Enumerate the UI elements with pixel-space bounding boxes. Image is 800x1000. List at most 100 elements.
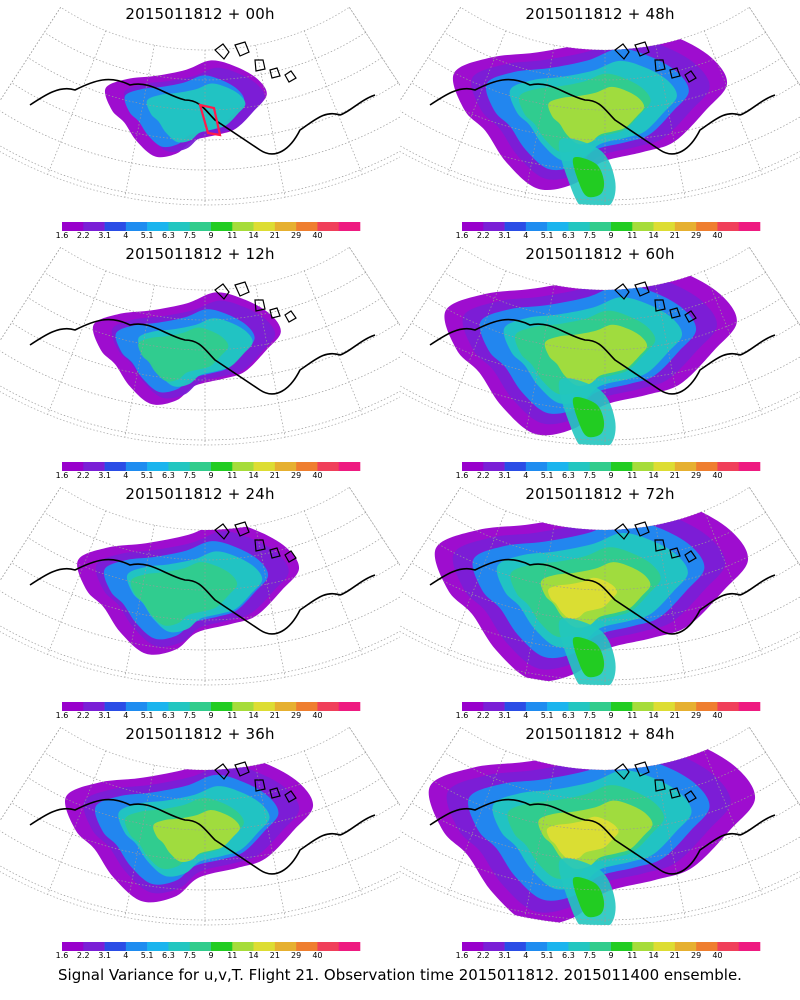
colorbar-tick-label: 14 [248, 711, 259, 720]
latlon-grid [400, 487, 800, 685]
colorbar-swatch [462, 942, 484, 951]
variance-field [77, 521, 300, 655]
colorbar-tick-label: 3.1 [98, 711, 111, 720]
meridian-line [749, 727, 800, 806]
colorbar-tick-label: 6.3 [162, 951, 175, 960]
colorbar-tick-label: 5.1 [540, 951, 554, 960]
variance-contour [548, 86, 645, 145]
variance-map [0, 6, 400, 231]
colorbar-tick-label: 1.6 [455, 231, 469, 240]
colorbar-swatch [547, 462, 569, 471]
colorbar-tick-label: 1.6 [455, 471, 469, 480]
colorbar-swatch [232, 942, 254, 951]
arctic-islands [614, 281, 697, 323]
colorbar-tick-label: 7.5 [583, 951, 597, 960]
colorbar-tick-label: 7.5 [183, 231, 197, 240]
meridian-line [349, 487, 400, 566]
latitude-line [11, 322, 399, 381]
colorbar-tick-label: 11 [227, 711, 238, 720]
colorbar-swatch [674, 942, 697, 951]
colorbar [62, 942, 361, 951]
colorbar-swatch [274, 222, 297, 231]
colorbar-tick-labels: 1.6 2.2 3.1 4 5.1 6.3 7.5 9 11 14 21 29 40 [0, 711, 400, 721]
panel-title: 2015011812 + 48h [525, 5, 675, 23]
colorbar-swatch [611, 942, 633, 951]
meridian-line [0, 7, 61, 102]
colorbar-swatch [189, 942, 212, 951]
colorbar-swatch [462, 462, 484, 471]
coastline [429, 798, 776, 875]
colorbar-swatch [232, 462, 254, 471]
colorbar-swatch [211, 702, 233, 711]
colorbar-tick-label: 4 [523, 231, 529, 240]
colorbar-swatch [462, 702, 484, 711]
latitude-line [411, 802, 799, 861]
colorbar-tick-label: 29 [291, 711, 302, 720]
colorbar-swatch [696, 462, 718, 471]
colorbar-swatch [168, 702, 191, 711]
colorbar-swatch [632, 462, 654, 471]
meridian-line [349, 7, 400, 86]
meridian-line [524, 45, 555, 198]
colorbar-tick-label: 14 [648, 471, 659, 480]
meridian-line [447, 510, 507, 655]
colorbar-swatch [632, 222, 654, 231]
meridian-line [47, 270, 107, 415]
colorbar-tick-label: 9 [608, 231, 614, 240]
meridian-line [524, 765, 555, 918]
colorbar-swatch [653, 942, 676, 951]
colorbar-swatch [83, 942, 105, 951]
colorbar-swatch [83, 222, 105, 231]
colorbar-swatch [525, 462, 548, 471]
colorbar-swatch [317, 942, 340, 951]
meridian-line [349, 247, 400, 326]
colorbar-tick-label: 11 [227, 471, 238, 480]
colorbar-tick-label: 9 [208, 951, 214, 960]
panel-title: 2015011812 + 84h [525, 725, 675, 743]
latitude-line [11, 82, 399, 141]
colorbar-swatch [211, 462, 233, 471]
colorbar-swatch [338, 222, 361, 231]
colorbar-swatch [338, 942, 361, 951]
panel-title: 2015011812 + 00h [125, 5, 275, 23]
latlon-grid [0, 247, 400, 445]
colorbar-tick-label: 9 [208, 471, 214, 480]
panel: 2015011812 + 84h 1.6 2.2 3.1 4 5.1 6.3 7.5 9 11 1… [400, 720, 800, 960]
colorbar-tick-label: 1.6 [455, 951, 469, 960]
colorbar-swatch [674, 702, 697, 711]
colorbar-swatch [525, 702, 548, 711]
colorbar-swatch [717, 942, 740, 951]
colorbar-tick-labels: 1.6 2.2 3.1 4 5.1 6.3 7.5 9 11 14 21 29 40 [0, 231, 400, 241]
colorbar-tick-label: 4 [523, 951, 529, 960]
colorbar-tick-label: 21 [269, 951, 280, 960]
colorbar-swatch [211, 942, 233, 951]
colorbar-swatch [568, 222, 591, 231]
arctic-islands [214, 521, 297, 563]
colorbar-tick-label: 4 [523, 711, 529, 720]
colorbar-swatch [696, 222, 718, 231]
colorbar-tick-label: 3.1 [98, 951, 111, 960]
latitude-line [0, 145, 400, 201]
meridian-line [749, 7, 800, 86]
colorbar-tick-label: 40 [312, 951, 323, 960]
colorbar-tick-label: 2.2 [76, 231, 90, 240]
latitude-line [400, 865, 800, 921]
meridian-line [749, 247, 800, 326]
colorbar-swatch [653, 702, 676, 711]
meridian-line [703, 30, 763, 175]
colorbar-swatch [104, 942, 127, 951]
meridian-line [703, 510, 763, 655]
arctic-islands [614, 521, 697, 563]
colorbar-tick-label: 29 [691, 951, 702, 960]
colorbar [62, 222, 361, 231]
meridian-line [400, 487, 461, 582]
colorbar-tick-label: 2.2 [76, 471, 90, 480]
colorbar-tick-label: 1.6 [55, 951, 69, 960]
colorbar-tick-label: 29 [291, 951, 302, 960]
colorbar-swatch [62, 942, 84, 951]
colorbar [62, 462, 361, 471]
meridian-line [703, 270, 763, 415]
colorbar-tick-label: 4 [123, 951, 129, 960]
colorbar-tick-label: 21 [269, 711, 280, 720]
colorbar-tick-label: 2.2 [476, 471, 490, 480]
